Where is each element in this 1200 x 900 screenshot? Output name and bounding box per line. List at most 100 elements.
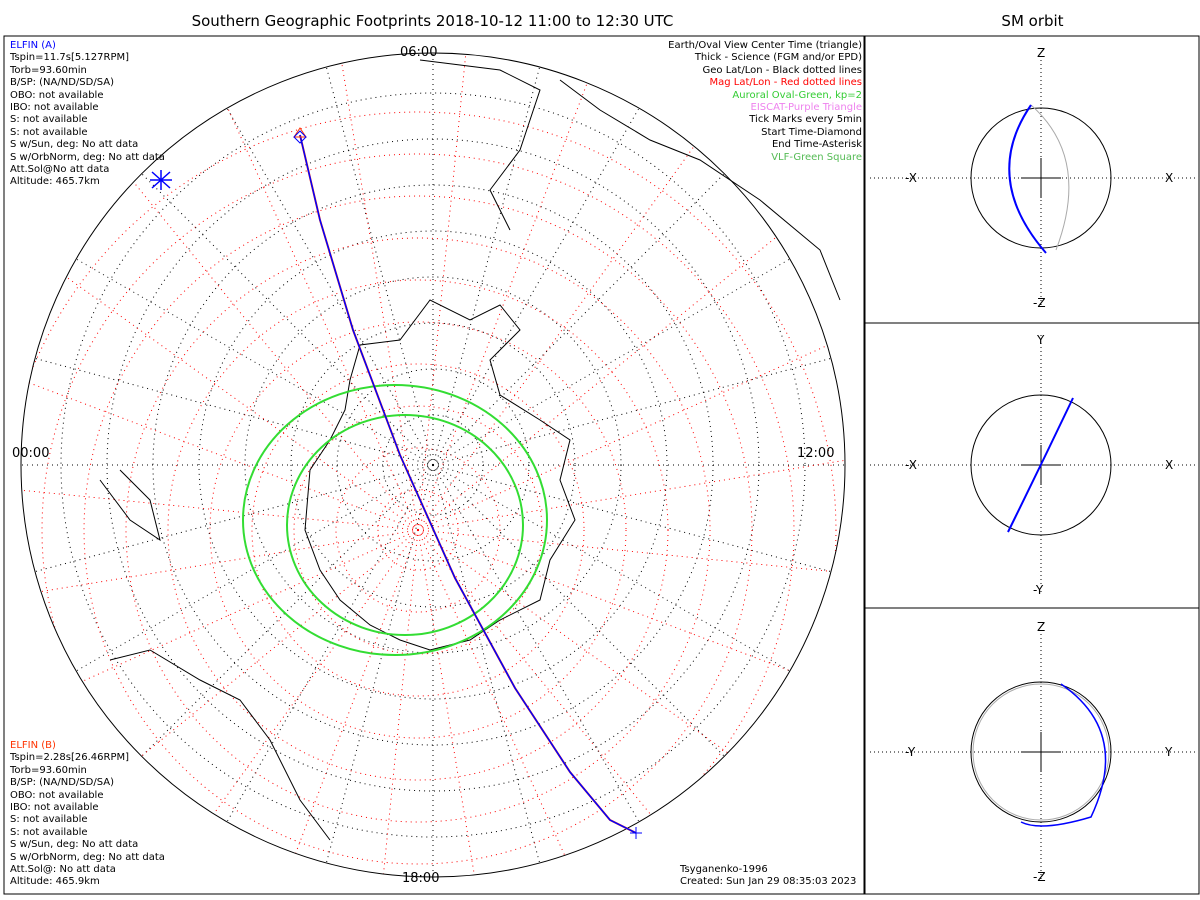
legend-item: Mag Lat/Lon - Red dotted lines xyxy=(709,77,862,89)
orbit-frame xyxy=(864,35,1200,895)
created-date: Created: Sun Jan 29 08:35:03 2023 xyxy=(680,876,857,888)
geo-lon-line xyxy=(432,357,832,466)
elfin_b-line: Torb=93.60min xyxy=(10,764,87,776)
geo-lon-line xyxy=(325,66,434,466)
time-label-top: 06:00 xyxy=(400,45,438,60)
legend-item: Thick - Science (FGM and/or EPD) xyxy=(694,52,862,64)
elfin_b-line: Att.Sol@: No att data xyxy=(10,864,116,876)
axis-label-left: -X xyxy=(905,171,917,185)
auroral-oval-inner xyxy=(286,414,524,636)
legend-item: Auroral Oval-Green, kp=2 xyxy=(732,89,862,101)
elfin_b-line: B/SP: (NA/ND/SD/SA) xyxy=(10,777,114,789)
legend-item: Geo Lat/Lon - Black dotted lines xyxy=(702,64,862,76)
geo-lon-line xyxy=(432,173,725,466)
mag-lon-line xyxy=(227,107,419,531)
mag-lon-line xyxy=(417,529,791,672)
geo-lon-line xyxy=(432,464,832,573)
elfin-b-name: ELFIN (B) xyxy=(10,740,56,751)
orbit-b xyxy=(1030,104,1070,251)
geo-lon-line xyxy=(75,258,434,466)
geo-lon-line xyxy=(432,464,725,757)
elfin_a-line: B/SP: (NA/ND/SD/SA) xyxy=(10,77,114,89)
lat-lon-grid xyxy=(20,52,846,878)
orbit-a xyxy=(1007,397,1074,533)
orbit-a xyxy=(1008,104,1047,254)
mag-lon-line xyxy=(29,382,419,531)
mag-lon-line xyxy=(66,276,419,531)
mag-lat-circle xyxy=(125,237,711,823)
legend-item: Tick Marks every 5min xyxy=(749,114,862,126)
axis-label-bottom: -Y xyxy=(1033,583,1044,597)
elfin-b-info: ELFIN (B) Tspin=2.28s[26.46RPM] Torb=93.6… xyxy=(10,740,165,889)
coastline-antarctica xyxy=(99,59,841,841)
geo-lon-line xyxy=(432,464,640,823)
mag-lon-line xyxy=(21,489,419,531)
elfin-a-info: ELFIN (A) Tspin=11.7s[5.127RPM] Torb=93.6… xyxy=(10,40,165,189)
mag-lat-circle xyxy=(834,529,837,552)
auroral-oval xyxy=(242,384,548,656)
mag-lon-line xyxy=(417,529,832,572)
auroral-oval-outer xyxy=(242,384,548,656)
footer: Tsyganenko-1996 Created: Sun Jan 29 08:3… xyxy=(680,864,856,889)
axis-label-right: X xyxy=(1165,171,1174,185)
geo-lon-line xyxy=(432,66,541,466)
plot-title: Southern Geographic Footprints 2018-10-1… xyxy=(191,12,674,30)
geo-lon-line xyxy=(226,107,434,466)
axis-label-top: Z xyxy=(1037,620,1046,634)
elfin_a-line: S: not available xyxy=(10,126,88,138)
elfin_b-line: S w/OrbNorm, deg: No att data xyxy=(10,851,165,863)
mag-lon-line xyxy=(417,54,467,531)
geo-lon-line xyxy=(141,173,434,466)
axis-label-right: Y xyxy=(1165,745,1173,759)
geo-lon-line xyxy=(432,107,640,466)
mag-lat-circle xyxy=(41,153,795,628)
elfin_b-line: Tspin=2.28s[26.46RPM] xyxy=(10,752,130,764)
axis-label-top: Z xyxy=(1037,46,1046,60)
axis-label-top: Y xyxy=(1037,333,1045,347)
geo-lat-circle xyxy=(60,92,806,838)
geo-lon-line xyxy=(34,357,434,466)
elfin-a-name: ELFIN (A) xyxy=(10,40,56,51)
geo-lon-line xyxy=(226,464,434,823)
mag-lon-line xyxy=(82,529,419,682)
mag-lon-line xyxy=(417,459,846,531)
model-name: Tsyganenko-1996 xyxy=(680,864,768,875)
mag-lon-line xyxy=(295,529,419,854)
elfin-track xyxy=(150,127,642,839)
geo-lat-circle xyxy=(244,276,622,654)
time-label-right: 12:00 xyxy=(797,446,835,461)
mag-lat-circle xyxy=(335,447,501,613)
end-asterisk xyxy=(630,827,642,839)
legend: Earth/Oval View Center Time (triangle) Th… xyxy=(668,40,862,164)
elfin_b-line: S w/Sun, deg: No att data xyxy=(10,839,139,851)
legend-item: Earth/Oval View Center Time (triangle) xyxy=(668,40,862,51)
geo-lon-line xyxy=(432,464,541,864)
geo-lat-circle xyxy=(198,230,668,700)
geo-lon-line xyxy=(325,464,434,864)
geo-lat-circle xyxy=(290,322,576,608)
mag-lon-line xyxy=(417,529,475,876)
geo-lon-line xyxy=(75,464,434,672)
mag-lon-line xyxy=(382,529,419,875)
mag-lat-circle xyxy=(167,279,669,781)
map-boundary xyxy=(20,52,846,878)
geo-lon-line xyxy=(34,464,434,573)
elfin_a-line: OBO: not available xyxy=(10,89,104,101)
elfin_a-line: Torb=93.60min xyxy=(10,64,87,76)
orbit-b xyxy=(972,683,1110,821)
axis-label-bottom: -Z xyxy=(1033,296,1046,310)
mag-lon-line xyxy=(417,529,566,856)
orbit-a xyxy=(1020,683,1107,827)
geo-lon-line xyxy=(432,464,791,672)
end-asterisk-left xyxy=(150,170,172,190)
elfin_a-line: Tspin=11.7s[5.127RPM] xyxy=(10,52,130,64)
legend-item: EISCAT-Purple Triangle xyxy=(750,102,863,114)
mag-lon-line xyxy=(417,236,777,531)
legend-item: End Time-Asterisk xyxy=(771,139,862,151)
mag-lon-line xyxy=(133,181,419,531)
elfin_b-line: S: not available xyxy=(10,826,88,838)
time-label-bottom: 18:00 xyxy=(402,871,440,886)
geo-lon-line xyxy=(432,258,791,466)
elfin_a-line: S w/Sun, deg: No att data xyxy=(10,139,139,151)
